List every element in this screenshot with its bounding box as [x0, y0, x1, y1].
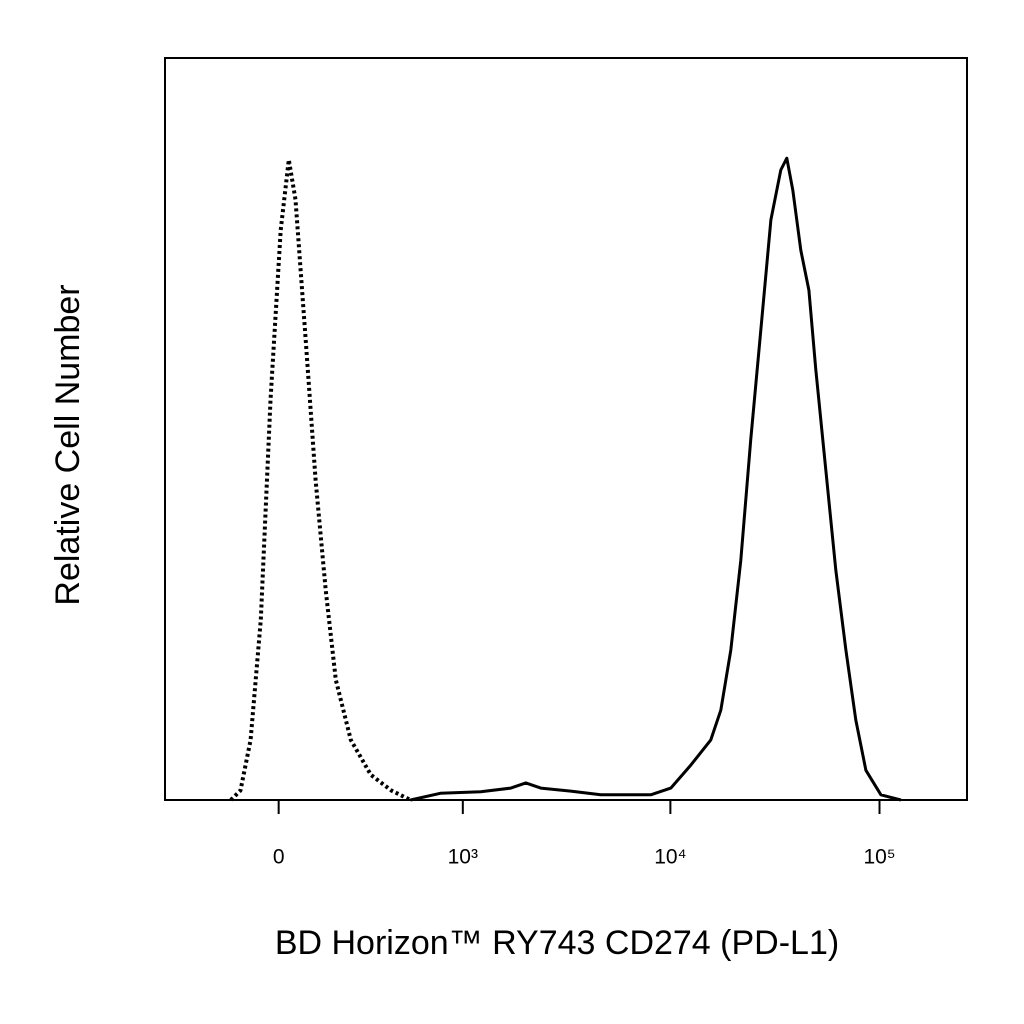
x-axis-title: BD Horizon™ RY743 CD274 (PD-L1) — [275, 924, 839, 962]
y-axis-title: Relative Cell Number — [49, 284, 87, 605]
histogram-line — [410, 156, 902, 802]
x-tick-label: 10⁵ — [863, 846, 895, 869]
plot-frame — [164, 57, 968, 801]
x-tick-label: 10³ — [448, 846, 478, 869]
histogram-line — [229, 157, 412, 802]
x-tick-label: 10⁴ — [654, 846, 686, 869]
x-tick-label: 0 — [273, 846, 285, 869]
